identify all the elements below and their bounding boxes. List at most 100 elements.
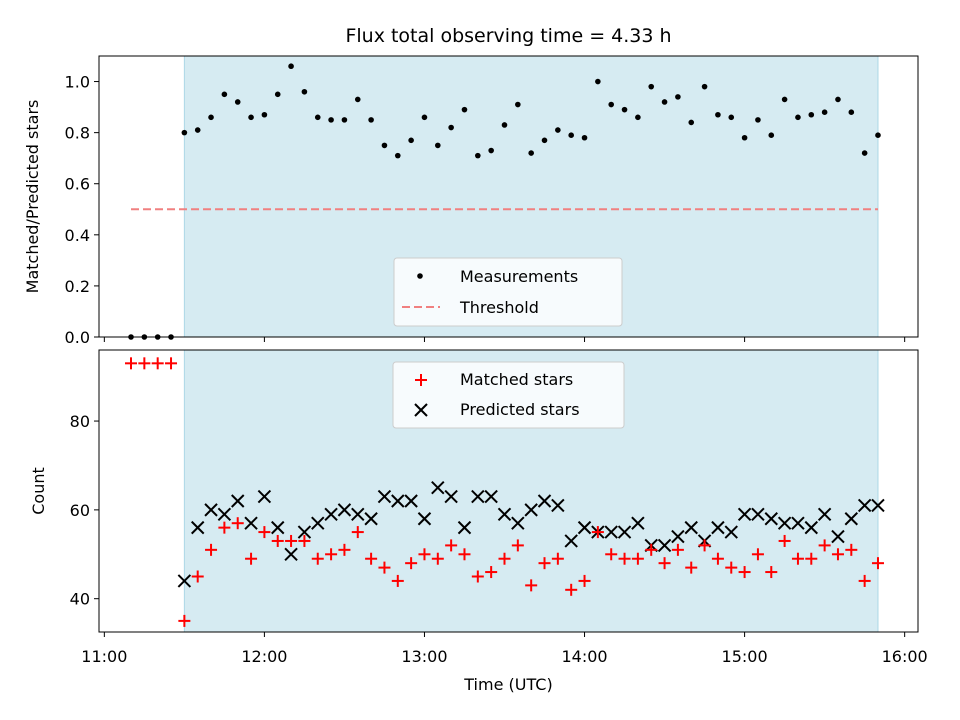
measurement-point	[768, 132, 775, 138]
predicted-star-point	[177, 574, 192, 588]
y-tick-label: 0.6	[65, 175, 90, 194]
top-y-ticks: 0.0 0.2 0.4 0.6 0.8 1.0	[65, 73, 99, 347]
matched-star-point	[871, 557, 884, 570]
matched-star-point	[805, 552, 818, 565]
measurement-point	[808, 111, 815, 118]
matched-star-point	[738, 566, 751, 579]
chart-title: Flux total observing time = 4.33 h	[345, 25, 671, 47]
measurement-point	[181, 129, 188, 136]
predicted-star-point	[324, 507, 338, 522]
measurement-point	[194, 127, 201, 133]
predicted-star-point	[871, 498, 885, 513]
predicted-marker-stroke	[577, 520, 592, 535]
predicted-marker-stroke	[351, 507, 365, 522]
predicted-star-point	[417, 512, 432, 526]
bottom-panel: 40 60 80 11:00 12:00 13:00 14:00 15:00 16:00 Ti…	[29, 349, 928, 694]
top-legend-box	[393, 257, 623, 327]
measurement-point	[448, 124, 454, 131]
y-tick-label: 0.8	[65, 124, 90, 143]
x-tick-label: 16:00	[882, 647, 928, 666]
predicted-star-point	[471, 489, 485, 504]
measurement-point	[688, 119, 695, 126]
matched-star-point	[498, 552, 511, 565]
predicted-marker-stroke	[724, 525, 738, 539]
matched-star-point	[658, 557, 671, 570]
predicted-star-point	[497, 507, 512, 522]
predicted-star-point	[857, 498, 872, 513]
predicted-star-point	[217, 507, 232, 522]
matched-star-point	[311, 552, 324, 565]
measurement-point	[314, 114, 321, 121]
predicted-star-point	[777, 516, 792, 530]
matched-star-point	[231, 517, 244, 530]
measurement-point	[555, 127, 561, 133]
predicted-marker-stroke	[311, 516, 325, 530]
predicted-marker-stroke	[444, 489, 458, 504]
measurement-point	[675, 94, 681, 100]
measurement-point	[568, 132, 574, 138]
measurement-point	[394, 152, 401, 159]
measurement-point	[248, 114, 254, 121]
predicted-marker-stroke	[324, 507, 338, 522]
x-tick-label: 14:00	[561, 647, 607, 666]
matched-star-point	[698, 539, 711, 552]
matched-star-point	[191, 570, 204, 583]
x-tick-label: 12:00	[241, 647, 287, 666]
predicted-star-point	[484, 489, 498, 504]
matched-star-point	[298, 534, 311, 547]
measurement-point	[288, 63, 294, 70]
legend-matched-label: Matched stars	[460, 370, 573, 389]
predicted-marker-stroke	[617, 525, 632, 539]
measurement-point	[541, 137, 548, 144]
predicted-marker-stroke	[377, 489, 392, 504]
predicted-marker-stroke	[671, 529, 685, 544]
predicted-star-point	[804, 520, 818, 535]
predicted-star-point	[257, 489, 272, 504]
predicted-marker-stroke	[737, 507, 752, 522]
measurement-point	[354, 96, 361, 103]
predicted-marker-stroke	[471, 489, 485, 504]
matched-star-point	[125, 357, 138, 370]
matched-star-point	[245, 552, 258, 565]
matched-star-point	[538, 557, 551, 570]
top-y-axis-label: Matched/Predicted stars	[23, 100, 42, 294]
predicted-marker-stroke	[257, 489, 272, 504]
predicted-marker-stroke	[551, 498, 565, 513]
y-tick-label: 40	[70, 590, 90, 609]
measurement-point	[274, 91, 281, 98]
matched-star-point	[565, 583, 578, 596]
measurement-point	[381, 142, 388, 149]
matched-star-points	[125, 357, 884, 627]
matched-star-point	[338, 543, 351, 556]
bottom-legend: Matched stars Predicted stars	[392, 361, 625, 429]
predicted-marker-stroke	[524, 503, 538, 517]
measurement-point	[301, 88, 308, 95]
predicted-star-point	[231, 494, 245, 508]
matched-star-point	[485, 566, 498, 579]
measurement-point	[221, 91, 228, 98]
predicted-marker-stroke	[231, 494, 245, 508]
predicted-star-point	[364, 512, 378, 526]
predicted-star-point	[537, 494, 552, 508]
predicted-marker-stroke	[511, 516, 525, 530]
legend-predicted-label: Predicted stars	[460, 400, 580, 419]
predicted-marker-stroke	[190, 520, 205, 535]
predicted-star-point	[377, 489, 392, 504]
predicted-marker-stroke	[484, 489, 498, 504]
bottom-y-ticks: 40 60 80	[70, 412, 99, 609]
legend-measurements-label: Measurements	[460, 267, 578, 286]
measurement-point	[368, 117, 374, 123]
predicted-star-point	[244, 516, 258, 530]
measurement-point	[715, 111, 721, 118]
measurement-point	[581, 134, 588, 141]
measurement-point	[728, 114, 735, 121]
matched-star-point	[605, 548, 618, 561]
predicted-star-point	[511, 516, 525, 530]
predicted-star-point	[190, 520, 205, 535]
top-x-ticks	[103, 337, 906, 342]
predicted-marker-stroke	[751, 507, 765, 522]
measurement-point	[861, 150, 868, 156]
measurement-point	[755, 117, 761, 123]
predicted-marker-stroke	[871, 498, 885, 513]
matched-star-point	[258, 526, 271, 539]
